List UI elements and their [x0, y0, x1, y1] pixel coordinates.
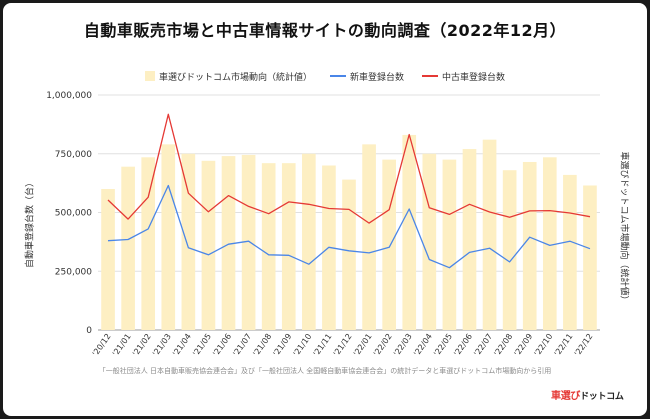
legend-item-used: 中古車登録台数 [422, 69, 505, 83]
x-tick-label: '22/09 [512, 332, 534, 358]
bar [121, 166, 135, 330]
bar [442, 159, 457, 330]
x-tick-label: '22/01 [352, 332, 374, 358]
bar [402, 134, 417, 330]
x-tick-label: '22/03 [392, 332, 414, 358]
bar [261, 163, 276, 330]
footnote: 「一般社団法人 日本自動車販売協会連合会」及び「一般社団法人 全国軽自動車協会連… [98, 367, 552, 375]
chart-title: 自動車販売市場と中古車情報サイトの動向調査（2022年12月） [83, 21, 567, 40]
x-tick-label: '22/11 [553, 332, 575, 358]
x-tick-label: '22/04 [412, 332, 434, 358]
bar [281, 163, 296, 330]
bar [362, 144, 376, 330]
x-tick-label: '21/04 [171, 332, 193, 358]
x-tick-label: '21/11 [312, 332, 334, 358]
brand-logo-sub: ドットコム [580, 392, 624, 402]
x-tick-label: '22/12 [573, 332, 595, 358]
x-tick-label: '22/08 [492, 332, 514, 358]
bar [583, 185, 597, 330]
x-tick-label: '22/07 [472, 332, 494, 358]
chart-card: 自動車販売市場と中古車情報サイトの動向調査（2022年12月） 車選びドットコム… [3, 3, 647, 416]
bar [201, 160, 216, 330]
bar [161, 144, 176, 330]
x-tick-label: '21/05 [191, 332, 213, 358]
y-tick-label: 500,000 [55, 209, 92, 219]
x-tick-label: '21/08 [251, 332, 273, 358]
legend-label-new: 新車登録台数 [349, 72, 404, 83]
x-tick-label: '20/12 [91, 332, 113, 358]
brand-logo-main: 車選び [551, 391, 581, 402]
y-tick-label: 1,000,000 [46, 91, 92, 101]
legend-swatch-used [422, 75, 438, 77]
legend-item-bar: 車選びドットコム市場動向（統計値） [144, 69, 312, 83]
bar [101, 189, 115, 330]
y-tick-label: 750,000 [55, 150, 92, 160]
bar [141, 157, 156, 330]
bar [221, 156, 236, 330]
x-tick-label: '22/06 [452, 332, 474, 358]
bar [241, 154, 256, 330]
legend: 車選びドットコム市場動向（統計値） 新車登録台数 中古車登録台数 [3, 69, 647, 83]
y-tick-label: 0 [86, 326, 92, 336]
chart-plot: 0250,000500,000750,0001,000,000'20/12'21… [46, 91, 600, 358]
x-tick-label: '22/10 [533, 332, 555, 358]
bar [462, 149, 477, 330]
bar [181, 153, 196, 330]
bar [542, 157, 557, 330]
legend-item-new: 新車登録台数 [329, 69, 404, 83]
bar [522, 161, 537, 330]
y-tick-label: 250,000 [55, 267, 92, 277]
x-tick-label: '21/07 [231, 332, 253, 358]
legend-label-bar: 車選びドットコム市場動向（統計値） [158, 72, 312, 83]
x-tick-label: '21/02 [131, 332, 153, 358]
bar [502, 170, 517, 330]
bar [302, 153, 316, 330]
bar [382, 159, 396, 330]
legend-swatch-bar [144, 71, 155, 81]
legend-label-used: 中古車登録台数 [442, 72, 506, 83]
x-tick-label: '21/03 [151, 332, 173, 358]
legend-swatch-new [329, 75, 346, 77]
bar [482, 139, 497, 330]
bar [563, 174, 577, 330]
x-tick-label: '21/06 [211, 332, 233, 358]
new-registrations-line [107, 184, 591, 269]
bar [422, 153, 437, 330]
bar [342, 179, 356, 330]
x-tick-label: '22/05 [432, 332, 454, 358]
x-tick-label: '21/10 [292, 332, 314, 358]
x-tick-label: '21/01 [111, 332, 133, 358]
x-tick-label: '21/12 [332, 332, 354, 358]
x-tick-label: '22/02 [372, 332, 394, 358]
used-registrations-line [107, 113, 591, 224]
brand-logo: 車選びドットコム [551, 387, 624, 402]
x-tick-label: '21/09 [272, 332, 294, 358]
